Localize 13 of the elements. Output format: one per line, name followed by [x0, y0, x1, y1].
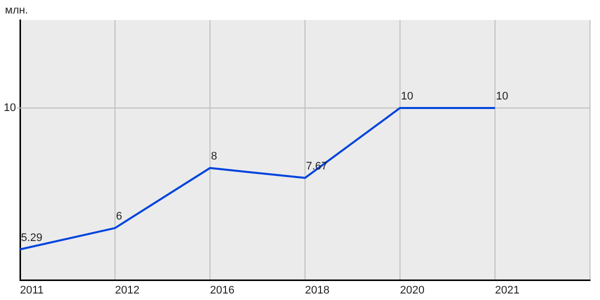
- x-tick-label: 2016: [210, 284, 234, 297]
- x-tick-label: 2012: [115, 284, 140, 297]
- data-label: 8: [211, 150, 218, 163]
- x-tick-label: 2021: [495, 284, 520, 297]
- x-tick-label: 2011: [20, 284, 44, 297]
- data-label: 5.29: [21, 232, 42, 244]
- x-tick-label: 2020: [400, 284, 424, 297]
- x-tick-label: 2018: [305, 284, 330, 297]
- data-label: 10: [496, 90, 508, 102]
- ref-line-label: 10: [4, 102, 16, 114]
- data-label: 10: [401, 90, 414, 102]
- data-label: 6: [116, 210, 122, 223]
- y-axis-title: млн.: [5, 4, 28, 17]
